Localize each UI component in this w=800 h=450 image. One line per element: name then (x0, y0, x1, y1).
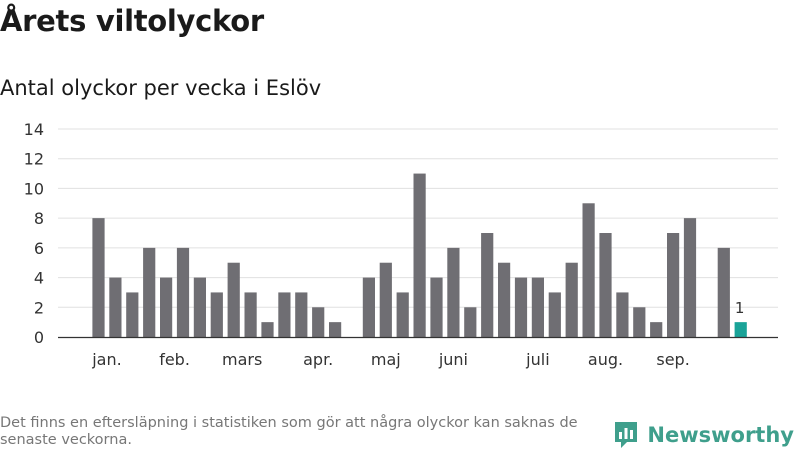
x-month-label: apr. (303, 350, 333, 369)
x-month-label: juni (438, 350, 468, 369)
bar (244, 292, 257, 337)
bar (413, 173, 426, 337)
bar (548, 292, 561, 337)
bar (650, 322, 663, 337)
bar (616, 292, 629, 337)
bar (109, 277, 122, 337)
x-month-label: sep. (656, 350, 689, 369)
bar (176, 247, 190, 337)
bar (227, 262, 240, 337)
bar (295, 292, 308, 337)
bar (143, 247, 156, 337)
bar (312, 307, 325, 337)
bars (92, 173, 747, 337)
bar (514, 277, 528, 337)
bar (717, 247, 730, 337)
bar (565, 262, 578, 337)
bar (278, 292, 291, 337)
footnote: Det finns en eftersläpning i statistiken… (0, 415, 578, 448)
bar-highlight (734, 322, 747, 337)
bar (329, 322, 342, 337)
newsworthy-logo-icon (615, 422, 638, 448)
bar (582, 203, 595, 337)
y-tick-label: 12 (24, 150, 44, 169)
bar (126, 292, 139, 337)
y-tick-label: 6 (34, 239, 44, 258)
x-month-label: maj (371, 350, 401, 369)
bar (430, 277, 443, 337)
bar (667, 233, 680, 337)
x-month-label: juli (525, 350, 549, 369)
bar (396, 292, 409, 337)
bar (447, 247, 460, 337)
bar (210, 292, 223, 337)
brand[interactable]: Newsworthy (613, 420, 794, 450)
y-tick-label: 14 (24, 120, 44, 139)
bar (92, 218, 105, 337)
bar-chart: 0 2 4 6 8 10 12 14 1 jan. feb. mars apr. maj juni jul… (24, 120, 778, 369)
bar (498, 262, 511, 337)
bar (633, 307, 646, 337)
chart-title: Årets viltolyckor (0, 4, 264, 38)
bar (599, 233, 612, 337)
x-month-label: mars (222, 350, 262, 369)
y-tick-label: 10 (24, 179, 44, 198)
y-tick-label: 8 (34, 209, 44, 228)
y-tick-label: 0 (34, 328, 44, 347)
bar (193, 277, 206, 337)
bar (160, 277, 173, 337)
x-month-label: feb. (159, 350, 190, 369)
bar (683, 218, 697, 337)
bar (481, 233, 494, 337)
chart-subtitle: Antal olyckor per vecka i Eslöv (0, 76, 322, 100)
y-axis-ticks: 0 2 4 6 8 10 12 14 (24, 120, 44, 347)
y-tick-label: 4 (34, 269, 44, 288)
bar (379, 262, 392, 337)
brand-name: Newsworthy (647, 423, 794, 447)
highlight-data-label: 1 (735, 299, 745, 317)
x-axis-month-labels: jan. feb. mars apr. maj juni juli aug. sep. (91, 350, 690, 369)
bar (261, 322, 274, 337)
bar (531, 277, 544, 337)
x-month-label: jan. (91, 350, 121, 369)
y-tick-label: 2 (34, 298, 44, 317)
x-month-label: aug. (588, 350, 623, 369)
data-labels: 1 (735, 299, 745, 317)
bar (464, 307, 477, 337)
bar (362, 277, 375, 337)
